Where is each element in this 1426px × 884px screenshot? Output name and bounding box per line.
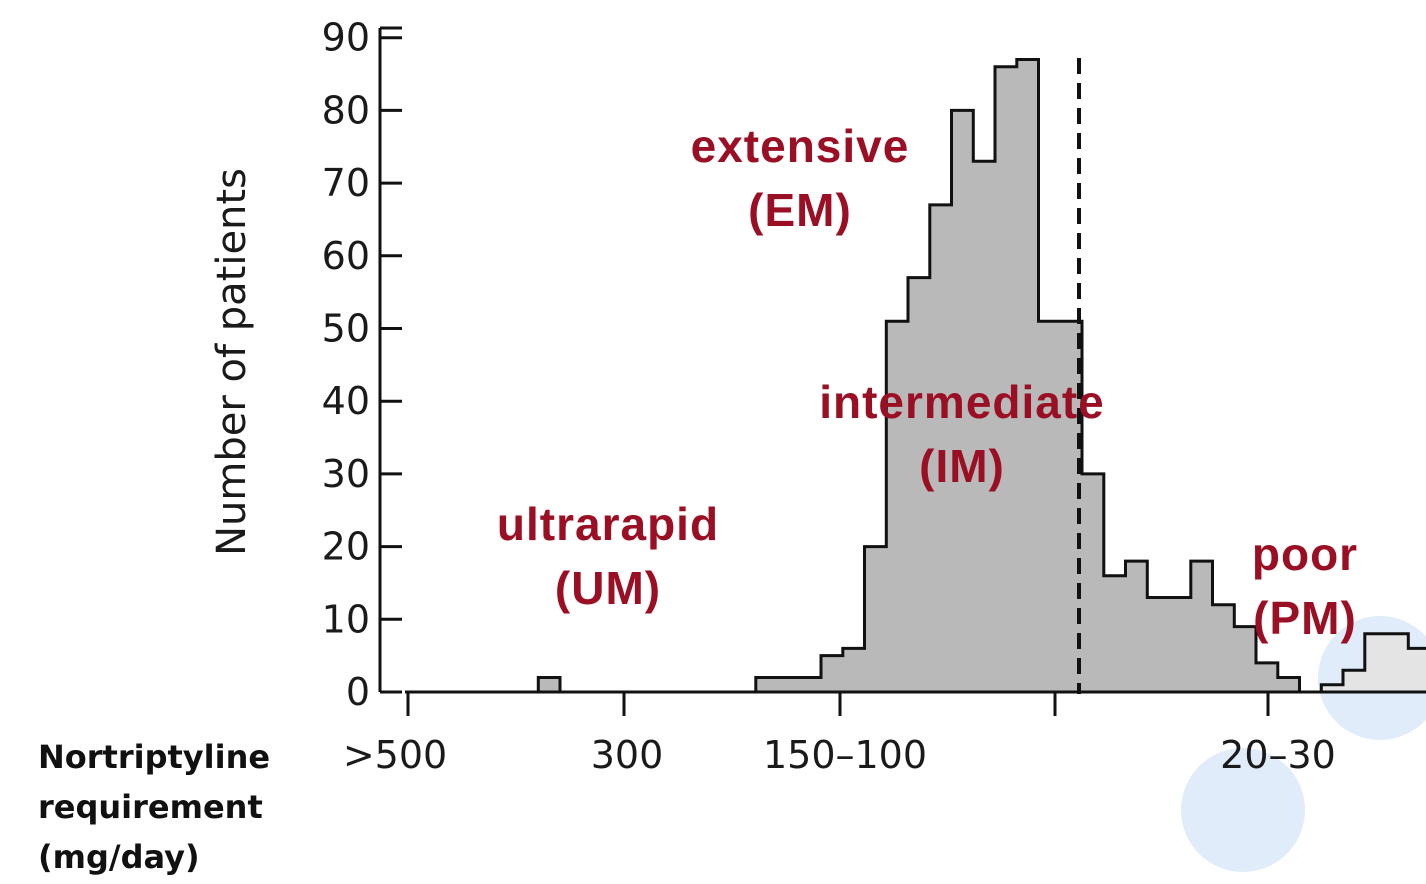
y-tick-label-50: 50 [322, 307, 370, 351]
histogram-bar [1256, 662, 1279, 692]
histogram-bar [777, 677, 800, 692]
histogram-bars [538, 59, 1426, 693]
label-em: (EM) [748, 184, 852, 236]
y-tick-label-60: 60 [322, 234, 370, 278]
histogram-bar [755, 677, 779, 692]
x-axis-title: Nortriptyline requirement (mg/day) [38, 738, 270, 876]
y-axis-label: Number of patients [209, 168, 255, 556]
histogram-bar [1343, 670, 1366, 692]
histogram-bar [1364, 633, 1388, 692]
x-title-line-1: Nortriptyline [38, 738, 270, 776]
histogram-bar [1408, 648, 1426, 692]
decor-circle-bottom [1181, 748, 1305, 872]
y-tick-label-80: 80 [322, 88, 370, 132]
histogram-bar [864, 546, 887, 692]
x-axis [405, 690, 1426, 716]
histogram-bar [1234, 626, 1257, 692]
histogram-bar [1386, 633, 1409, 692]
histogram-bar [1190, 561, 1214, 692]
y-tick-label-30: 30 [322, 452, 370, 496]
y-axis-ticks: 0 10 20 30 40 50 60 70 80 90 [322, 16, 402, 714]
label-um: (UM) [555, 562, 661, 614]
histogram-bar [1212, 604, 1235, 692]
x-title-line-3: (mg/day) [38, 838, 200, 876]
histogram-bar [1082, 473, 1105, 692]
histogram-bar [908, 277, 931, 692]
phenotype-labels: ultrarapid (UM) extensive (EM) intermedi… [497, 120, 1358, 644]
x-tick-label-20-30: 20–30 [1220, 733, 1336, 777]
label-ultrarapid: ultrarapid [497, 498, 719, 550]
histogram-bar [929, 204, 953, 692]
histogram-bar [538, 677, 561, 692]
y-tick-label-40: 40 [322, 379, 370, 423]
x-tick-label-300: 300 [591, 733, 664, 777]
histogram-outline [408, 58, 1426, 694]
y-tick-label-70: 70 [322, 161, 370, 205]
histogram-bar [821, 655, 844, 692]
x-tick-label-150-100: 150–100 [763, 733, 927, 777]
histogram-bar [973, 161, 996, 693]
histogram-bar [1038, 321, 1061, 692]
y-tick-label-20: 20 [322, 525, 370, 569]
x-tick-label-500: >500 [343, 733, 447, 777]
histogram-bar [1147, 597, 1170, 692]
histogram-bar [1321, 684, 1344, 692]
histogram-bar [1103, 575, 1127, 692]
y-tick-label-0: 0 [346, 670, 370, 714]
histogram-bar [995, 66, 1018, 692]
histogram-bar [886, 321, 909, 692]
label-im: (IM) [919, 440, 1005, 492]
histogram-bar [1016, 59, 1040, 692]
x-tick-labels: >500 300 150–100 20–30 [343, 733, 1336, 777]
x-title-line-2: requirement [38, 788, 263, 826]
histogram-bar [1169, 597, 1192, 692]
histogram-bar [1125, 561, 1148, 692]
label-poor: poor [1252, 528, 1358, 580]
histogram-bar [842, 648, 866, 692]
y-tick-label-10: 10 [322, 597, 370, 641]
label-extensive: extensive [691, 120, 910, 172]
label-intermediate: intermediate [819, 376, 1105, 428]
histogram-bar [799, 677, 822, 692]
histogram-bar [951, 110, 974, 692]
label-pm: (PM) [1253, 592, 1357, 644]
histogram-bar [1277, 677, 1301, 692]
y-tick-label-90: 90 [322, 16, 370, 60]
